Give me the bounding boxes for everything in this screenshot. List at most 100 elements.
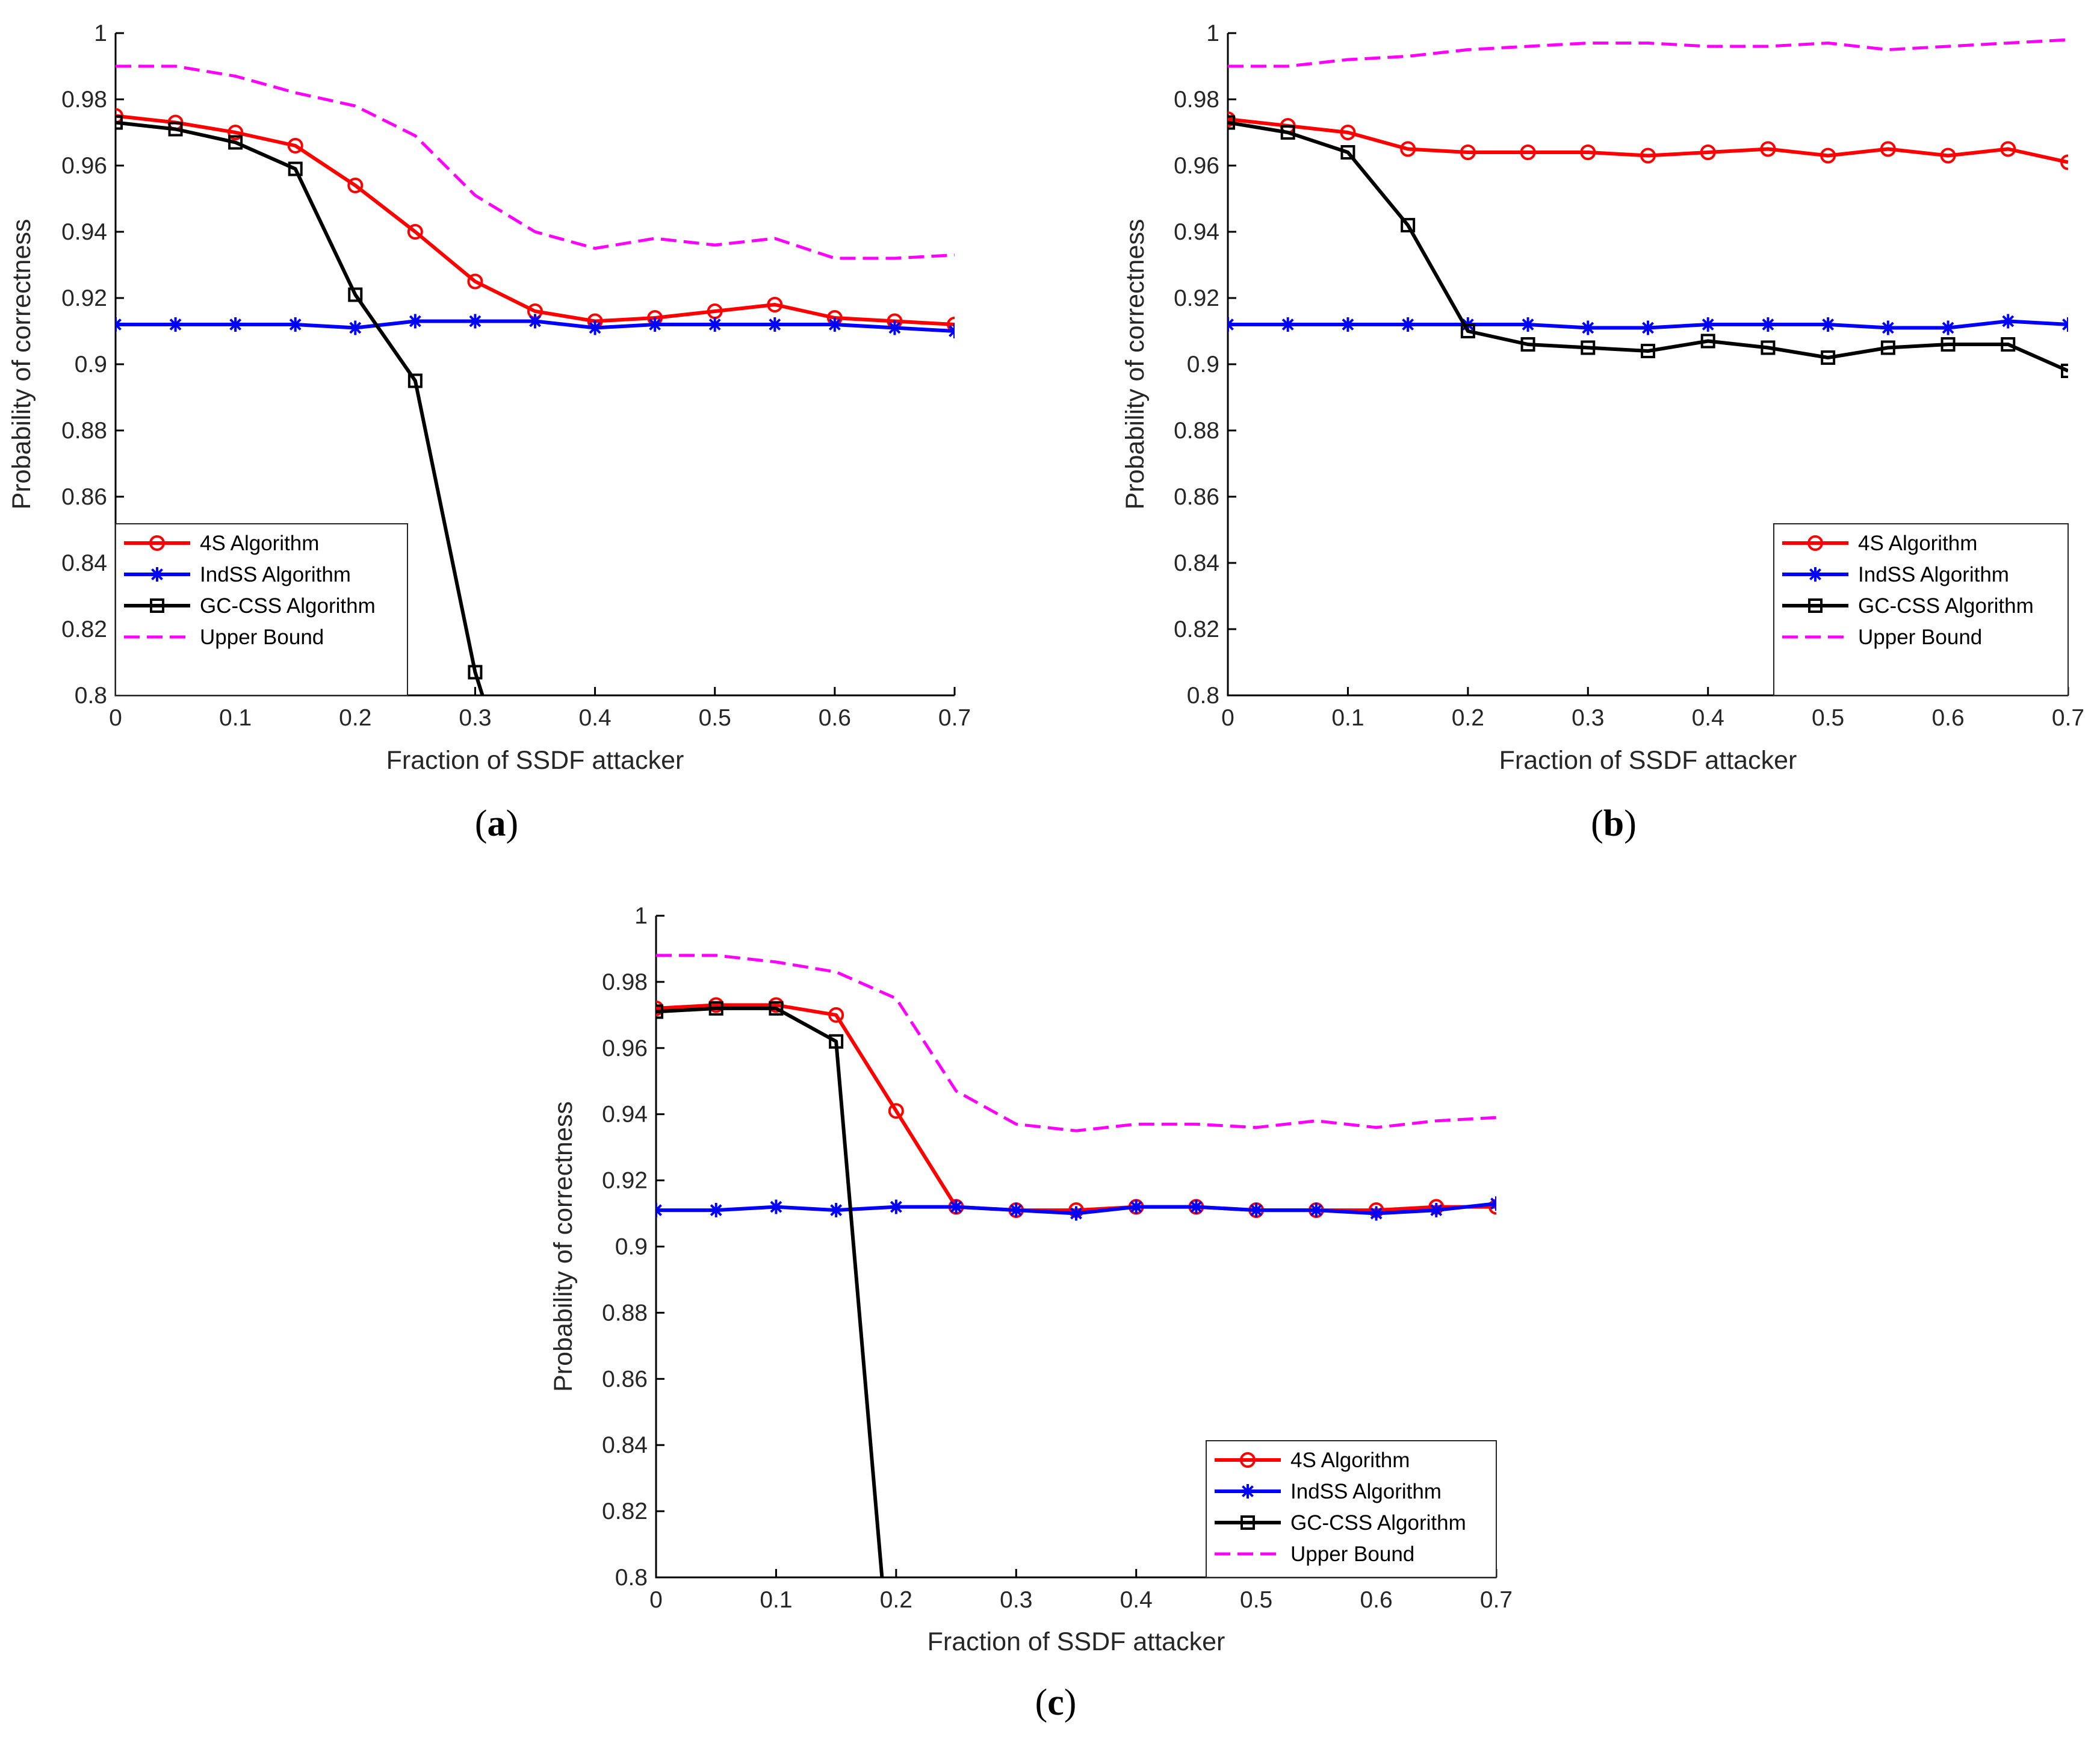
plot-area: [656, 954, 1496, 1577]
data-point-indss-algorithm: [1581, 320, 1596, 335]
series-line-gc-css-algorithm: [1228, 120, 2068, 373]
legend-label-4s-algorithm: 4S Algorithm: [1858, 532, 1977, 555]
data-point-4s-algorithm: [1340, 125, 1356, 140]
data-point-4s-algorithm: [1760, 141, 1776, 157]
y-tick-label: 0.94: [1174, 219, 1219, 245]
data-point-gc-css-algorithm: [228, 135, 243, 150]
x-tick-label: 0.2: [1452, 705, 1484, 731]
data-point-gc-css-algorithm: [348, 287, 363, 302]
data-point-4s-algorithm: [1520, 144, 1536, 160]
x-tick-label: 0.4: [1692, 705, 1724, 731]
data-point-indss-algorithm: [1700, 317, 1715, 332]
y-tick-label: 0.88: [1174, 418, 1219, 444]
caption-letter: b: [1603, 803, 1624, 844]
y-tick-label: 0.98: [602, 969, 648, 995]
x-tick-label: 0.5: [1812, 705, 1844, 731]
data-point-gc-css-algorithm: [1228, 115, 1235, 130]
data-point-indss-algorithm: [1129, 1199, 1144, 1214]
data-point-gc-css-algorithm: [1761, 340, 1776, 355]
data-point-gc-css-algorithm: [829, 1034, 844, 1049]
data-point-4s-algorithm: [1488, 1199, 1496, 1215]
chart-panel-c: 0.8 0.82 0.84 0.86 0.88 0.9 0.92 0.94 0.96 0.98 1 0…: [549, 903, 1513, 1723]
data-point-indss-algorithm: [1369, 1206, 1384, 1221]
x-tick-label: 0.7: [1480, 1587, 1513, 1613]
data-point-indss-algorithm: [1489, 1196, 1496, 1211]
x-tick-label: 0.5: [1240, 1587, 1272, 1613]
data-point-indss-algorithm: [1009, 1203, 1024, 1218]
caption-letter: a: [488, 803, 506, 844]
data-point-gc-css-algorithm: [1821, 350, 1836, 365]
data-point-indss-algorithm: [767, 317, 782, 332]
data-point-gc-css-algorithm: [1460, 324, 1475, 338]
data-point-4s-algorithm: [347, 178, 364, 193]
x-tick-label: 0.3: [1572, 705, 1604, 731]
data-point-4s-algorithm: [1700, 144, 1716, 160]
x-axis-title: Fraction of SSDF attacker: [928, 1627, 1225, 1656]
x-tick-label: 0.6: [1360, 1587, 1392, 1613]
y-tick-label: 1: [634, 903, 648, 929]
y-tick-label: 0.8: [75, 683, 107, 709]
legend-marker-indss-algorithm: [1808, 567, 1823, 582]
y-tick-label: 0.8: [1187, 683, 1219, 709]
data-point-gc-css-algorithm: [116, 115, 123, 130]
data-point-indss-algorithm: [1429, 1203, 1444, 1218]
data-point-4s-algorithm: [467, 273, 483, 290]
legend-label-gc-css-algorithm: GC-CSS Algorithm: [1290, 1511, 1466, 1535]
y-tick-label: 0.84: [602, 1432, 648, 1458]
y-tick-label: 0.86: [1174, 484, 1219, 510]
data-point-4s-algorithm: [1580, 144, 1596, 160]
data-point-indss-algorithm: [769, 1199, 784, 1214]
y-tick-label: 0.94: [602, 1102, 648, 1128]
x-tick-label: 0.1: [219, 705, 252, 731]
x-tick-label: 0.7: [938, 705, 971, 731]
data-point-indss-algorithm: [2001, 314, 2016, 329]
series-line-upper-bound: [656, 954, 1496, 1132]
legend-label-upper-bound: Upper Bound: [1290, 1542, 1414, 1566]
legend-marker-indss-algorithm: [150, 567, 164, 582]
x-tick-label: 0.2: [339, 705, 371, 731]
legend-label-gc-css-algorithm: GC-CSS Algorithm: [200, 594, 376, 618]
x-tick-label: 0.4: [1120, 1587, 1153, 1613]
data-point-indss-algorithm: [708, 1203, 723, 1218]
y-tick-label: 0.88: [61, 418, 107, 444]
x-tick-label: 0: [649, 1587, 663, 1613]
data-point-indss-algorithm: [947, 324, 955, 338]
panel-caption: (b): [1591, 803, 1637, 844]
data-point-gc-css-algorithm: [407, 373, 423, 388]
data-point-indss-algorithm: [829, 1203, 844, 1218]
data-point-gc-css-algorithm: [656, 1004, 663, 1019]
legend-box: [1773, 523, 2069, 696]
y-axis-title: Probability of correctness: [549, 1101, 578, 1392]
x-tick-label: 0.6: [1931, 705, 1964, 731]
data-point-indss-algorithm: [888, 1199, 903, 1214]
y-tick-label: 0.96: [1174, 153, 1219, 179]
y-tick-label: 0.8: [615, 1565, 648, 1591]
caption-close-paren: ): [1064, 1682, 1077, 1723]
plot-area: [116, 64, 955, 695]
data-point-indss-algorithm: [116, 317, 123, 332]
chart-panel-b: 0.8 0.82 0.84 0.86 0.88 0.9 0.92 0.94 0.96 0.98 1 0…: [1121, 20, 2084, 844]
data-point-gc-css-algorithm: [1940, 337, 1956, 352]
y-tick-label: 0.94: [61, 219, 107, 245]
chart-panel-a: 0.8 0.82 0.84 0.86 0.88 0.9 0.92 0.94 0.96 0.98 1 0…: [7, 20, 971, 844]
data-point-indss-algorithm: [407, 314, 423, 329]
y-tick-label: 0.9: [1187, 352, 1219, 377]
data-point-indss-algorithm: [1520, 317, 1535, 332]
legend-marker-gc-css-algorithm: [150, 598, 164, 613]
x-axis-title: Fraction of SSDF attacker: [1499, 746, 1797, 775]
data-point-4s-algorithm: [767, 297, 783, 312]
data-point-gc-css-algorithm: [2001, 337, 2016, 352]
data-point-gc-css-algorithm: [1280, 125, 1295, 140]
y-tick-label: 1: [1206, 20, 1219, 46]
data-point-gc-css-algorithm: [1880, 340, 1895, 355]
data-point-indss-algorithm: [827, 317, 842, 332]
data-point-4s-algorithm: [888, 1103, 904, 1119]
series-line-gc-css-algorithm: [116, 120, 485, 695]
y-tick-label: 0.86: [602, 1366, 648, 1392]
data-point-indss-algorithm: [1249, 1203, 1264, 1218]
data-point-indss-algorithm: [288, 317, 303, 332]
x-tick-label: 0.7: [2052, 705, 2084, 731]
data-point-indss-algorithm: [1821, 317, 1836, 332]
series-line-4s-algorithm: [116, 114, 955, 326]
